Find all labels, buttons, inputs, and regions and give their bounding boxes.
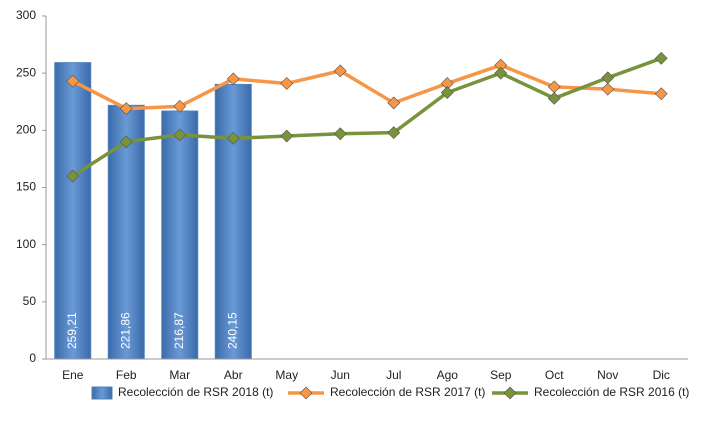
bar <box>214 83 252 360</box>
marker <box>547 91 561 105</box>
marker <box>601 82 615 96</box>
marker <box>66 74 80 88</box>
marker <box>654 51 668 65</box>
marker <box>601 71 615 85</box>
x-tick-label: Abr <box>224 368 243 382</box>
x-tick-label: Jun <box>331 368 350 382</box>
y-tick-label: 200 <box>16 123 36 137</box>
x-tick-label: Feb <box>116 368 137 382</box>
legend-marker <box>503 386 517 400</box>
value-label: 216,87 <box>172 312 186 349</box>
marker <box>119 102 133 116</box>
marker <box>333 127 347 141</box>
marker <box>280 129 294 143</box>
marker <box>173 128 187 142</box>
x-tick-label: Sep <box>490 368 512 382</box>
x-tick-label: Ago <box>437 368 459 382</box>
marker <box>66 169 80 183</box>
marker <box>333 64 347 78</box>
marker <box>654 87 668 101</box>
line <box>71 63 662 111</box>
marker <box>387 126 401 140</box>
x-tick-label: Oct <box>545 368 564 382</box>
legend-label: Recolección de RSR 2017 (t) <box>330 385 485 399</box>
y-tick-label: 250 <box>16 65 36 79</box>
x-tick-label: Jul <box>386 368 401 382</box>
legend-swatch <box>91 386 113 400</box>
marker <box>226 72 240 86</box>
marker <box>387 96 401 110</box>
y-tick-label: 50 <box>23 294 37 308</box>
marker <box>226 131 240 145</box>
line <box>71 56 662 178</box>
bar <box>54 62 92 360</box>
x-tick-label: Nov <box>597 368 618 382</box>
marker <box>494 66 508 80</box>
marker <box>440 86 454 100</box>
bar <box>161 110 199 360</box>
value-label: 221,86 <box>118 312 132 349</box>
x-tick-label: Mar <box>169 368 190 382</box>
y-tick-label: 0 <box>29 351 36 365</box>
legend-label: Recolección de RSR 2018 (t) <box>118 385 273 399</box>
legend-marker <box>299 386 313 400</box>
x-tick-label: May <box>275 368 298 382</box>
marker <box>547 80 561 94</box>
x-tick-label: Ene <box>62 368 84 382</box>
x-tick-label: Dic <box>653 368 670 382</box>
legend-label: Recolección de RSR 2016 (t) <box>534 385 689 399</box>
y-tick-label: 100 <box>16 237 36 251</box>
y-tick-label: 300 <box>16 8 36 22</box>
value-label: 240,15 <box>225 312 239 349</box>
marker <box>119 135 133 149</box>
y-tick-label: 150 <box>16 180 36 194</box>
marker <box>280 77 294 90</box>
value-label: 259,21 <box>65 312 79 349</box>
marker <box>173 99 187 113</box>
